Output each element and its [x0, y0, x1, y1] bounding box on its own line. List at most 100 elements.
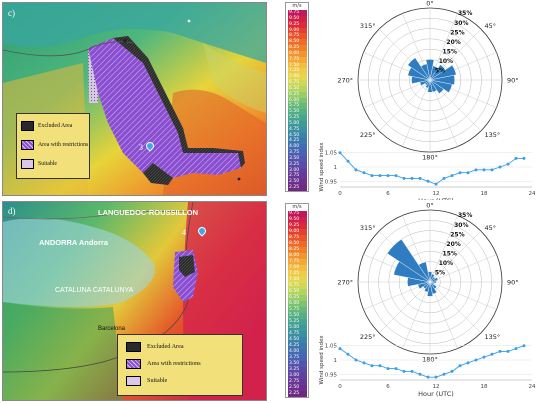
series-point — [466, 361, 470, 365]
series-point — [354, 168, 358, 172]
rose-ring-label: 20% — [446, 241, 460, 248]
map-legend: Excluded Area Area with restrictions Sui… — [16, 113, 90, 179]
rose-direction-label: 135° — [484, 131, 500, 139]
series-point — [458, 364, 462, 368]
rose-sector — [429, 79, 444, 94]
wind-rose: 5% 10% 15% 20% 25% 30% 35% 0° 45° 90° 135° 180° 225°… — [337, 0, 518, 162]
wind-rose: 5% 10% 15% 20% 25% 30% 35% 0° 45° 90° 135° 180° 225°… — [337, 202, 518, 364]
rose-direction-label: 0° — [426, 0, 433, 8]
scale-tick: 7.25 — [288, 271, 307, 277]
scale-tick: 4.00 — [288, 349, 307, 355]
line-chart: 1.05 1 0.950 6 12 18 24 Hour (UTC) Wind speed in… — [319, 335, 536, 398]
scale-tick: 7.00 — [288, 277, 307, 283]
scale-unit: m/s — [292, 204, 302, 210]
series-point — [514, 347, 518, 351]
rose-ring-label: 35% — [458, 212, 472, 219]
scale-tick: 3.50 — [288, 155, 307, 162]
y-axis-title: Wind speed index — [319, 142, 325, 192]
rose-direction-label: 270° — [337, 279, 353, 287]
rose-sector — [425, 59, 435, 81]
series-point — [402, 369, 406, 373]
series-point — [370, 174, 374, 178]
scale-tick: 6.50 — [288, 289, 307, 295]
rose-sector — [407, 57, 431, 81]
y-tick-label: 1 — [334, 165, 338, 171]
rose-sector — [427, 79, 433, 93]
series-point — [410, 369, 414, 373]
series-point — [474, 358, 478, 362]
legend-item-excluded: Excluded Area — [21, 120, 72, 131]
map-d: d) LANGUEDOC-ROUSSILLON ANDORRA Andorra … — [2, 201, 267, 401]
scale-tick: 2.25 — [288, 185, 307, 191]
scale-tick: 3.25 — [288, 367, 307, 373]
scale-tick: 8.75 — [288, 235, 307, 241]
map-letter: c) — [8, 8, 15, 18]
legend-label: Area with restrictions — [38, 141, 89, 148]
wind-map-d — [3, 202, 266, 400]
rose-direction-label: 90° — [507, 279, 519, 287]
site-number: 3 — [139, 140, 156, 152]
place-label-andorra: ANDORRA Andorra — [39, 238, 109, 247]
series-point — [514, 156, 518, 160]
suitable-swatch — [21, 158, 34, 169]
scale-tick: 8.00 — [288, 50, 307, 57]
scale-tick: 8.50 — [288, 241, 307, 247]
series-point — [490, 352, 494, 356]
wind-plots-d: 5% 10% 15% 20% 25% 30% 35% 0° 45° 90° 135° 180° 225°… — [319, 202, 536, 399]
scale-tick: 2.25 — [288, 391, 307, 397]
scale-tick: 9.75 — [288, 211, 307, 217]
scale-tick: 3.00 — [288, 167, 307, 174]
series-point — [338, 151, 342, 155]
scale-tick: 7.75 — [288, 56, 307, 63]
series-point — [458, 171, 462, 175]
scale-tick: 8.75 — [288, 33, 307, 40]
rose-direction-label: 180° — [422, 356, 438, 364]
scale-tick: 9.50 — [288, 15, 307, 22]
x-tick-label: 0 — [338, 191, 342, 197]
legend-label: Suitable — [38, 160, 57, 167]
place-label-barcelona: Barcelona — [98, 326, 126, 332]
scale-tick: 2.50 — [288, 179, 307, 186]
scale-tick: 9.25 — [288, 223, 307, 229]
scale-tick: 4.50 — [288, 132, 307, 139]
plots-c: 5% 10% 15% 20% 25% 30% 35% 0° 45° 90° 135° 180° 225°… — [310, 0, 550, 200]
rose-ring-label: 30% — [454, 222, 468, 229]
scale-tick: 9.75 — [288, 10, 307, 16]
series-point — [378, 364, 382, 368]
series-point — [362, 171, 366, 175]
map-legend: Excluded Area Area with restrictions Sui… — [117, 334, 243, 396]
series-point — [378, 174, 382, 178]
plots-d: 5% 10% 15% 20% 25% 30% 35% 0° 45° 90° 135° 180° 225°… — [310, 200, 550, 403]
rose-sector — [429, 280, 437, 284]
x-tick-label: 12 — [433, 384, 440, 390]
rose-sector — [429, 277, 439, 283]
rose-sector — [424, 281, 431, 293]
legend-item-suitable: Suitable — [21, 158, 57, 169]
wind-plots-c: 5% 10% 15% 20% 25% 30% 35% 0° 45° 90° 135° 180° 225°… — [319, 0, 536, 200]
series-point — [450, 174, 454, 178]
legend-label: Suitable — [147, 377, 168, 384]
rose-direction-label: 45° — [484, 22, 496, 30]
rose-spoke — [402, 281, 431, 349]
location-pin-icon — [144, 140, 156, 152]
rose-direction-label: 225° — [360, 333, 376, 341]
map-letter: d) — [8, 206, 16, 216]
legend-item-suitable: Suitable — [126, 375, 168, 386]
series-point — [474, 168, 478, 172]
series-point — [402, 176, 406, 180]
rose-direction-label: 315° — [360, 22, 376, 30]
series-point — [506, 349, 510, 353]
scale-tick: 7.25 — [288, 68, 307, 75]
scale-tick: 3.00 — [288, 373, 307, 379]
rose-spoke — [429, 215, 458, 283]
series-point — [410, 176, 414, 180]
scale-tick: 9.00 — [288, 27, 307, 34]
rose-sector — [429, 64, 457, 81]
y-axis-title: Wind speed index — [319, 335, 325, 385]
series-point — [426, 375, 430, 379]
scale-tick: 8.25 — [288, 247, 307, 253]
scale-tick: 3.75 — [288, 150, 307, 156]
scale-tick: 6.75 — [288, 80, 307, 86]
rose-spoke — [429, 281, 482, 334]
x-tick-label: 6 — [386, 191, 390, 197]
